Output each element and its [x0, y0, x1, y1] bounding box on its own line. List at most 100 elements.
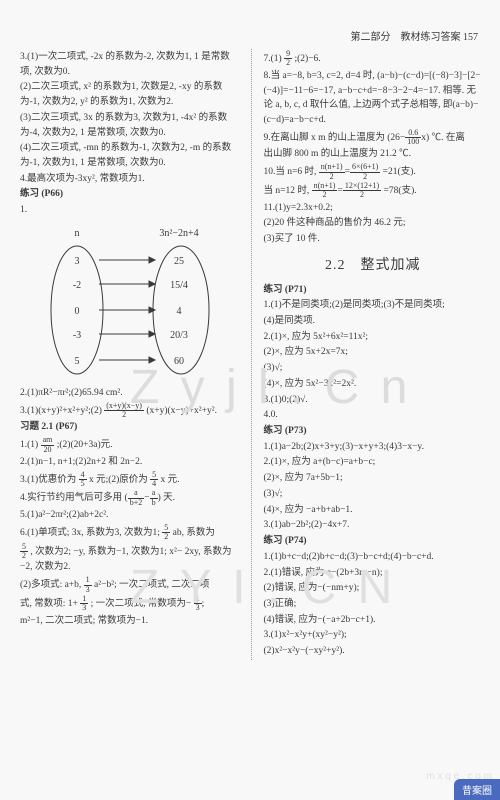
page-header: 第二部分 教材练习答案 157 [20, 28, 482, 43]
r-10b: =21(支). [383, 167, 416, 177]
t-2b: (2)错误, 应为−(−nm+y); [264, 581, 483, 596]
l-q6c: 52 , 次数为2; −y, 系数为−1, 次数为1; x²− 2xy, 系数为… [20, 543, 239, 576]
r-10a-l: 10.当 n=6 时, [264, 167, 317, 177]
r-10a: 10.当 n=6 时, n(n+1)2=6×(6+1)2 =21(支). [264, 163, 483, 181]
r-10c-l: 当 n=12 时, [264, 186, 310, 196]
frac-13b: 13 [80, 595, 88, 613]
frac-6x7: 6×(6+1)2 [350, 163, 380, 181]
l-q6a: 6.(1)单项式; 3x, 系数为3, 次数为1; [20, 528, 160, 538]
l-q6-2e: m²−1, 二次二项式; 常数项为−1. [20, 614, 239, 629]
l-3-2: (2)二次三项式, x² 的系数为1, 次数是2, -xy 的系数为-1, 次数… [20, 80, 239, 109]
t-2a: 2.(1)错误, 应为 a−(2b+3m−n); [264, 566, 483, 581]
r-7: 7.(1) 92 ;(2)−6. [264, 50, 483, 68]
l-q4: 4.实行节约用气后可多用 (ab+2−ab) 天. [20, 489, 239, 507]
l-3-1: 3.(1)一次二项式, -2x 的系数为-2, 次数为1, 1 是常数项, 次数… [20, 50, 239, 79]
left-column: 3.(1)一次二项式, -2x 的系数为-2, 次数为1, 1 是常数项, 次数… [20, 49, 239, 660]
frac-06100: 0.6100 [405, 129, 421, 147]
l-q3: 3.(1)优惠价为 45 x 元;(2)原价为 54 x 元. [20, 471, 239, 489]
r-8: 8.当 a=−8, b=3, c=2, d=4 时, (a−b)−(c−d)=[… [264, 69, 483, 128]
r-9: 9.在离山脚 x m 的山上温度为 (26−0.6100x) ℃. 在离 [264, 129, 483, 147]
part-label: 第二部分 教材练习答案 [351, 32, 461, 43]
l-3-4: (4)二次三项式, -mn 的系数为-1, 次数为2, -m 的系数为-1, 次… [20, 141, 239, 170]
l-3e: 3.(1)(x+y)²+x²+y²;(2) (x+y)(x−y)2 (x+y)(… [20, 402, 239, 420]
frac-13c: 13 [194, 595, 202, 613]
r-7b: ;(2)−6. [294, 54, 320, 64]
r-1b: (4)是同类项. [264, 314, 483, 329]
t-2c: (3)正确; [264, 597, 483, 612]
columns: 3.(1)一次二项式, -2x 的系数为-2, 次数为1, 1 是常数项, 次数… [20, 49, 482, 660]
l-q1-a: 1.(1) [20, 440, 38, 450]
dr-4: 60 [174, 356, 184, 367]
page-root: 第二部分 教材练习答案 157 3.(1)一次二项式, -2x 的系数为-2, … [0, 0, 500, 800]
l-q6-2b: a²−b²; 一次二项式, 二次二项 [94, 580, 209, 590]
l-q6-2a: (2)多项式: a+b, [20, 580, 81, 590]
frac-nn12b: n(n+1)2 [312, 182, 338, 200]
r-2d: (4)×, 应为 5x²−3x²=2x². [264, 377, 483, 392]
l-q2: 2.(1)n−1, n+1;(2)2n+2 和 2n−2. [20, 455, 239, 470]
dl-4: 5 [75, 356, 80, 367]
r-2a: 2.(1)×, 应为 5x²+6x²=11x²; [264, 330, 483, 345]
r-3: 3.(1)0;(2)√. [264, 393, 483, 408]
t-3a: 3.(1)x²−x²y+(xy²−y²); [264, 628, 483, 643]
r-9c: 出山脚 800 m 的山上温度为 21.2 ℃. [264, 147, 483, 162]
t-3b: (2)x²−x²y−(−xy²+y²). [264, 644, 483, 659]
l-q6b: ab, 系数为 [173, 528, 215, 538]
frac-12x13: 12×(12+1)2 [343, 182, 381, 200]
l-2: 2.(1)πR²−πr²;(2)65.94 cm². [20, 386, 239, 401]
frac-13: 13 [84, 576, 92, 594]
frac-xy2: (x+y)(x−y)2 [104, 402, 144, 420]
dl-1: -2 [73, 280, 81, 291]
r-4: 4.0. [264, 408, 483, 423]
l-q1: 1.(1) am20 ;(2)(20+3a)元. [20, 436, 239, 454]
s-2a: 2.(1)×, 应为 a+(b−c)=a+b−c; [264, 455, 483, 470]
l-q6: 6.(1)单项式; 3x, 系数为3, 次数为1; 52 ab, 系数为 [20, 524, 239, 542]
l-4: 4.最高次项为-3xy², 常数项为1. [20, 172, 239, 187]
frac-4x5: 45 [79, 471, 87, 489]
dr-3: 20/3 [170, 330, 188, 341]
l-q4a: 4.实行节约用气后可多用 [20, 493, 122, 503]
column-divider [251, 49, 252, 660]
frac-nn12a: n(n+1)2 [319, 163, 345, 181]
t-2d: (4)错误, 应为−(−a+2b−c+1). [264, 613, 483, 628]
dr-2: 4 [177, 306, 182, 317]
s-2b: (2)×, 应为 7a+5b−1; [264, 471, 483, 486]
frac-ab2: ab [150, 489, 158, 507]
l-q6-2c: 式, 常数项: 1+ 13 ; 一次二项式, 常数项为− 13; [20, 595, 239, 613]
r-10d: =78(支). [384, 186, 417, 196]
s-3: 3.(1)ab−2b²;(2)−4x+7. [264, 518, 483, 533]
r-10c: 当 n=12 时, n(n+1)2=12×(12+1)2 =78(支). [264, 182, 483, 200]
r-9a: 9.在离山脚 x m 的山上温度为 [264, 133, 385, 143]
l-q3c: x 元. [161, 475, 180, 485]
frac-am20: am20 [41, 436, 55, 454]
l-3-3: (3)二次三项式, 3x 的系数为3, 次数为1, -4x² 的系数为-4, 次… [20, 111, 239, 140]
frac-52a: 52 [162, 524, 170, 542]
l-q6-2c2: 式, 常数项: 1+ [20, 599, 78, 609]
frac-52b: 52 [20, 543, 28, 561]
page-number: 157 [463, 32, 478, 43]
l-q3a: 3.(1)优惠价为 [20, 475, 76, 485]
l-ex66: 练习 (P66) [20, 187, 239, 202]
l-3e-a: 3.(1)(x+y)²+x²+y²;(2) [20, 406, 102, 416]
t-1: 1.(1)b+c−d;(2)b+c−d;(3)−b−c+d;(4)−b−c+d. [264, 550, 483, 565]
l-q6-2d: ; 一次二项式, 常数项为− [91, 599, 192, 609]
dl-2: 0 [75, 306, 80, 317]
footer-badge: 昔案圈 [454, 779, 500, 800]
l-ex66-1: 1. [20, 203, 239, 218]
r-2b: (2)×, 应为 5x+2x=7x; [264, 345, 483, 360]
dl-3: -3 [73, 330, 81, 341]
r-2c: (3)√; [264, 361, 483, 376]
r-1: 1.(1)不是同类项;(2)是同类项;(3)不是同类项; [264, 298, 483, 313]
r-11a: 11.(1)y=2.3x+0.2; [264, 201, 483, 216]
l-3e-b: (x+y)(x−y)+x²+y². [146, 406, 217, 416]
dr-0: 25 [174, 256, 184, 267]
l-q5: 5.(1)a²−2πr²;(2)ab+2c². [20, 508, 239, 523]
frac-5x4: 54 [150, 471, 158, 489]
r-ex73: 练习 (P73) [264, 424, 483, 439]
r-ex71: 练习 (P71) [264, 283, 483, 298]
s-1: 1.(1)a−2b;(2)x+3+y;(3)−x+y+3;(4)3−x−y. [264, 440, 483, 455]
frac-92: 92 [284, 50, 292, 68]
l-q3b: x 元;(2)原价为 [89, 475, 148, 485]
diag-rlabel: 3n²−2n+4 [160, 228, 199, 239]
r-7a: 7.(1) [264, 54, 282, 64]
l-q6c2: , 次数为2; −y, 系数为−1, 次数为1; x²− [30, 547, 182, 557]
